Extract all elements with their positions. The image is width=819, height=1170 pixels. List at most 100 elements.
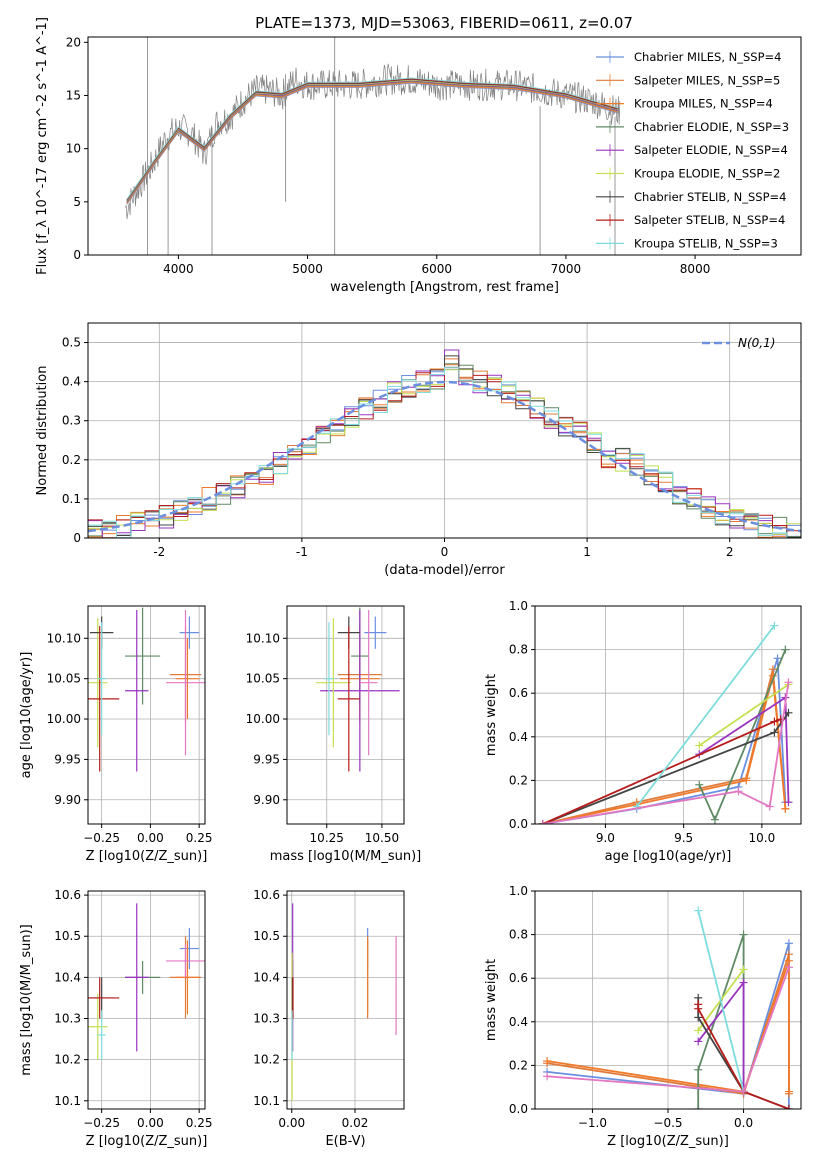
mass_vs_Z-series bbox=[88, 903, 205, 1060]
y-tick-label: 0.2 bbox=[509, 1058, 528, 1072]
observed-spectrum-line bbox=[125, 63, 621, 220]
x-tick-label: −1.0 bbox=[578, 1116, 607, 1130]
y-tick-label: 10.4 bbox=[253, 970, 280, 984]
y-tick-label: 5 bbox=[73, 195, 81, 209]
x-tick-label: 7000 bbox=[551, 262, 582, 276]
y-tick-label: 10.1 bbox=[253, 1094, 280, 1108]
age_vs_mass-axes: 10.25 10.50 9.90 9.95 10.00 10.05 10.10 bbox=[246, 606, 404, 845]
x-tick-label: 9.5 bbox=[674, 831, 693, 845]
x-axis-label: age [log10(age/yr)] bbox=[605, 849, 732, 864]
spectrum-series bbox=[125, 37, 621, 255]
x-tick-label: 0.00 bbox=[137, 831, 164, 845]
x-tick-label: 0.0 bbox=[734, 1116, 753, 1130]
y-tick-label: 10.6 bbox=[253, 888, 280, 902]
y-tick-label: 9.90 bbox=[54, 793, 81, 807]
mass_vs_EBV-series bbox=[291, 903, 397, 1101]
y-tick-label: 10.2 bbox=[54, 1053, 81, 1067]
histogram-frame bbox=[87, 322, 802, 539]
y-tick-label: 0.0 bbox=[509, 1102, 528, 1116]
legend-label: Salpeter ELODIE, N_SSP=4 bbox=[634, 143, 788, 157]
model-line bbox=[126, 82, 618, 205]
gaussian-curve bbox=[88, 380, 801, 533]
x-tick-label: 0.02 bbox=[342, 1116, 369, 1130]
y-tick-label: 0 bbox=[73, 531, 81, 545]
series-line bbox=[542, 682, 790, 824]
legend-label: Chabrier STELIB, N_SSP=4 bbox=[634, 190, 786, 204]
massweight_vs_age-axes: 9.0 9.5 10.0 0.0 0.2 0.4 0.6 0.8 1.0 bbox=[509, 599, 801, 845]
y-axis-label: age [log10(age/yr)] bbox=[19, 652, 34, 779]
x-tick-label: 0 bbox=[441, 545, 449, 559]
y-tick-label: 10.4 bbox=[54, 970, 81, 984]
y-tick-label: 10.00 bbox=[47, 712, 81, 726]
spectrum-frame bbox=[87, 36, 802, 256]
x-axis-label: wavelength [Angstrom, rest frame] bbox=[330, 280, 559, 295]
spectrum-axes: 4000 5000 6000 7000 8000 0 5 10 15 20 bbox=[66, 35, 711, 276]
massweight_vs_Z-series bbox=[543, 906, 793, 1109]
mass_vs_EBV-frame bbox=[286, 890, 405, 1110]
x-axis-label: Z [log10(Z/Z_sun)] bbox=[607, 1134, 729, 1149]
x-tick-label: 0.00 bbox=[278, 1116, 305, 1130]
legend-label: Kroupa MILES, N_SSP=4 bbox=[634, 97, 773, 111]
y-tick-label: 9.95 bbox=[253, 752, 280, 766]
legend-label: Chabrier ELODIE, N_SSP=3 bbox=[634, 120, 789, 134]
series-line bbox=[635, 625, 776, 808]
x-tick-label: 6000 bbox=[421, 262, 452, 276]
y-tick-label: 10.10 bbox=[47, 631, 81, 645]
y-axis-label: Flux [f_λ 10^-17 erg cm^-2 s^-1 A^-1] bbox=[35, 17, 50, 275]
y-tick-label: 0.6 bbox=[509, 686, 528, 700]
x-tick-label: 10.0 bbox=[749, 831, 776, 845]
y-axis-label: Normed distribution bbox=[35, 366, 50, 496]
age_vs_Z-series bbox=[88, 607, 205, 772]
x-axis-label: (data-model)/error bbox=[384, 563, 505, 578]
legend-label: Kroupa STELIB, N_SSP=3 bbox=[634, 236, 778, 250]
y-tick-label: 9.90 bbox=[253, 793, 280, 807]
y-tick-label: 10.5 bbox=[253, 929, 280, 943]
x-tick-label: 10.25 bbox=[310, 831, 344, 845]
model-line bbox=[126, 79, 618, 202]
histogram-step bbox=[88, 366, 801, 538]
x-axis-label: mass [log10(M/M_sun)] bbox=[270, 849, 422, 864]
y-tick-label: 9.95 bbox=[54, 752, 81, 766]
x-tick-label: -2 bbox=[153, 545, 165, 559]
y-tick-label: 1.0 bbox=[509, 599, 528, 613]
mass_vs_Z-axes: −0.25 0.00 0.25 10.1 10.2 10.3 10.4 10.5 10.6 bbox=[54, 888, 212, 1130]
x-tick-label: 0.25 bbox=[186, 831, 213, 845]
y-tick-label: 10.10 bbox=[246, 631, 280, 645]
legend-label: N(0,1) bbox=[738, 336, 775, 350]
x-tick-label: 8000 bbox=[680, 262, 711, 276]
y-tick-label: 0.4 bbox=[62, 375, 81, 389]
y-tick-label: 10.05 bbox=[47, 672, 81, 686]
y-tick-label: 0.8 bbox=[509, 643, 528, 657]
x-tick-label: −0.25 bbox=[83, 831, 120, 845]
x-tick-label: −0.25 bbox=[83, 1116, 120, 1130]
x-tick-label: −0.5 bbox=[653, 1116, 682, 1130]
x-tick-label: 1 bbox=[583, 545, 591, 559]
x-tick-label: 0.25 bbox=[186, 1116, 213, 1130]
series-line bbox=[697, 910, 745, 1092]
histogram-series bbox=[88, 349, 801, 538]
y-tick-label: 10.1 bbox=[54, 1094, 81, 1108]
y-tick-label: 10 bbox=[66, 142, 81, 156]
histogram-step bbox=[88, 355, 801, 538]
y-tick-label: 0.5 bbox=[62, 336, 81, 350]
y-tick-label: 10.00 bbox=[246, 712, 280, 726]
legend-label: Salpeter MILES, N_SSP=5 bbox=[634, 73, 780, 87]
y-tick-label: 0.4 bbox=[509, 1015, 528, 1029]
x-tick-label: 0.00 bbox=[137, 1116, 164, 1130]
y-axis-label: mass [log10(M/M_sun)] bbox=[19, 924, 34, 1076]
y-tick-label: 10.3 bbox=[54, 1012, 81, 1026]
histogram-step bbox=[88, 366, 801, 532]
y-axis-label: mass weight bbox=[484, 959, 499, 1041]
y-tick-label: 0.3 bbox=[62, 414, 81, 428]
model-line bbox=[126, 80, 618, 203]
age_vs_mass-frame bbox=[286, 605, 405, 825]
x-tick-label: 5000 bbox=[292, 262, 323, 276]
figure-title: PLATE=1373, MJD=53063, FIBERID=0611, z=0… bbox=[255, 14, 633, 32]
y-tick-label: 10.6 bbox=[54, 888, 81, 902]
age_vs_mass-series bbox=[315, 607, 400, 772]
y-tick-label: 0.8 bbox=[509, 928, 528, 942]
y-tick-label: 10.3 bbox=[253, 1012, 280, 1026]
age_vs_Z-axes: −0.25 0.00 0.25 9.90 9.95 10.00 10.05 10.10 bbox=[47, 606, 213, 845]
